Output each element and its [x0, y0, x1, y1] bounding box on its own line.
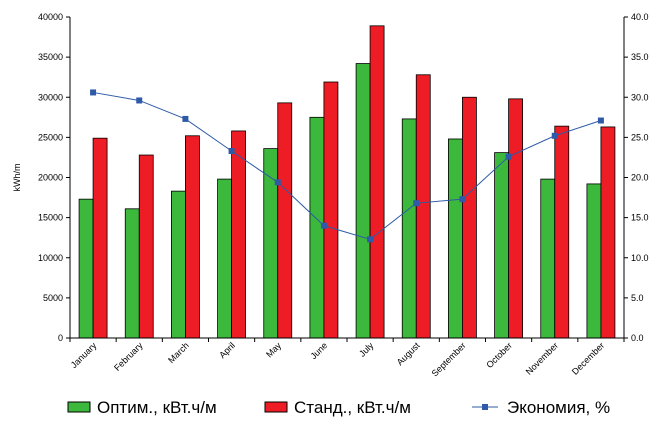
- y-tick-label-right: 30.0: [631, 92, 649, 102]
- legend-label-optim: Оптим., кВт.ч/м: [97, 398, 217, 417]
- savings-point: [320, 222, 327, 229]
- bar-optim: [586, 183, 602, 339]
- y-tick-label-right: 25.0: [631, 132, 649, 142]
- x-axis: January February March April May June July Augu…: [69, 338, 625, 379]
- y-axis-right: 0.0 5.0 10.0 15.0 20.0 25.0 30.0 35.0 40.0: [624, 12, 649, 343]
- y-tick-label-left: 35000: [38, 52, 63, 62]
- y-axis-label: kWh/m: [12, 164, 22, 192]
- legend-swatch-optim: [67, 401, 91, 413]
- x-tick-label: April: [217, 340, 237, 360]
- bar-stand: [415, 74, 431, 339]
- x-tick-label: June: [308, 340, 329, 361]
- y-tick-label-right: 5.0: [631, 293, 644, 303]
- y-tick-label-right: 35.0: [631, 52, 649, 62]
- savings-point: [413, 200, 420, 207]
- y-tick-label-left: 10000: [38, 253, 63, 263]
- legend-item-economy: Экономия, %: [472, 398, 610, 417]
- savings-point: [551, 132, 558, 139]
- x-tick-label: September: [430, 340, 468, 378]
- legend-label-stand: Станд., кВт.ч/м: [294, 398, 411, 417]
- legend-item-optim: Оптим., кВт.ч/м: [67, 398, 217, 417]
- y-tick-label-left: 40000: [38, 12, 63, 22]
- x-tick-label: February: [112, 340, 145, 373]
- savings-point: [505, 153, 512, 160]
- bar-stand: [231, 130, 246, 339]
- legend: Оптим., кВт.ч/м Станд., кВт.ч/м Экономия…: [67, 398, 610, 417]
- bars: [78, 25, 616, 339]
- y-tick-label-right: 10.0: [631, 253, 649, 263]
- savings-line-path: [92, 91, 602, 240]
- legend-item-stand: Станд., кВт.ч/м: [264, 398, 411, 417]
- savings-point: [228, 148, 235, 155]
- savings-point: [90, 89, 97, 96]
- bar-stand: [138, 154, 154, 339]
- bar-stand: [277, 102, 293, 339]
- bar-optim: [494, 152, 509, 339]
- savings-point: [459, 196, 466, 203]
- bar-stand: [185, 135, 200, 339]
- y-tick-label-right: 0.0: [631, 333, 644, 343]
- savings-point: [274, 179, 281, 186]
- bar-optim: [448, 138, 463, 339]
- x-tick-label: December: [570, 340, 606, 376]
- savings-point: [597, 117, 604, 124]
- savings-point: [136, 97, 143, 104]
- bar-stand: [92, 137, 108, 339]
- y-tick-label-left: 5000: [43, 293, 63, 303]
- y-tick-label-left: 30000: [38, 92, 63, 102]
- bar-optim: [401, 118, 417, 339]
- bar-stand: [554, 125, 570, 339]
- y-tick-label-left: 20000: [38, 173, 63, 183]
- y-tick-label-left: 15000: [38, 213, 63, 223]
- bar-optim: [78, 198, 94, 339]
- y-tick-label-right: 40.0: [631, 12, 649, 22]
- savings-line: [90, 89, 604, 243]
- x-tick-label: January: [69, 340, 99, 370]
- bar-stand: [462, 96, 477, 339]
- bar-stand: [323, 81, 339, 339]
- legend-swatch-stand: [264, 401, 288, 413]
- y-tick-label-right: 15.0: [631, 213, 649, 223]
- bar-stand: [369, 25, 385, 339]
- bar-optim: [355, 63, 371, 339]
- x-tick-label: May: [264, 340, 283, 359]
- y-tick-label-left: 25000: [38, 132, 63, 142]
- savings-point: [182, 115, 189, 122]
- bar-stand: [600, 126, 616, 339]
- y-tick-label-right: 20.0: [631, 173, 649, 183]
- bar-optim: [124, 208, 140, 339]
- bar-stand: [508, 98, 523, 339]
- savings-point: [367, 236, 374, 243]
- x-tick-label: October: [484, 340, 514, 370]
- bar-optim: [171, 190, 186, 339]
- y-axis-left: 0 5000 10000 15000 20000 25000 30000 35000 40000: [38, 12, 70, 343]
- x-tick-label: March: [166, 340, 191, 365]
- x-tick-label: November: [524, 340, 560, 376]
- y-tick-label-left: 0: [58, 333, 63, 343]
- legend-marker-economy: [482, 404, 488, 410]
- x-tick-label: August: [395, 340, 422, 367]
- bar-optim: [217, 178, 232, 339]
- legend-label-economy: Экономия, %: [507, 398, 610, 417]
- x-tick-label: July: [357, 340, 376, 359]
- bar-optim: [540, 178, 556, 339]
